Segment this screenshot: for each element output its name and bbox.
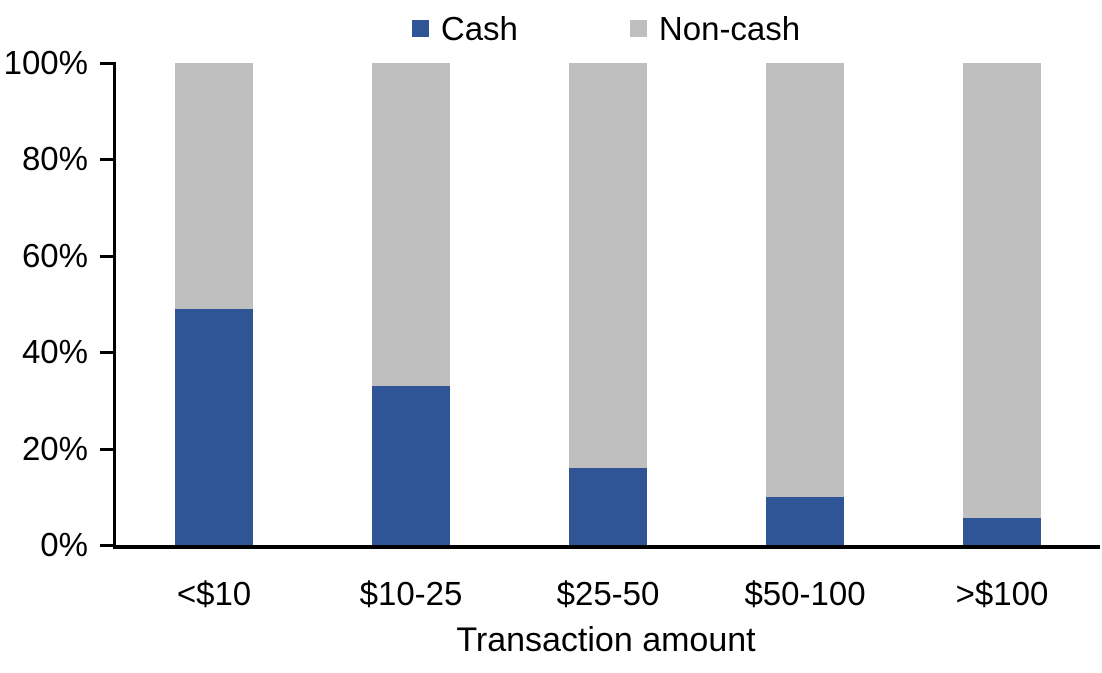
legend-label-non-cash: Non-cash: [658, 9, 801, 47]
y-tick-label: 100%: [3, 44, 88, 81]
y-tick-label: 0%: [40, 526, 88, 563]
legend-label-cash: Cash: [440, 9, 518, 47]
x-tick-label: $10-25: [359, 575, 463, 612]
y-tick-label: 40%: [21, 333, 88, 370]
legend-swatch-non-cash-icon: [629, 19, 647, 37]
bar-segment-cash: [175, 309, 253, 545]
x-axis-title: Transaction amount: [456, 621, 756, 659]
y-tick-label: 60%: [21, 237, 88, 274]
y-tick-label: 20%: [21, 430, 88, 467]
legend-item-non-cash: Non-cash: [629, 9, 801, 47]
bar-segment-cash: [963, 518, 1041, 545]
y-tick-mark: [100, 351, 113, 354]
y-tick-mark: [100, 448, 113, 451]
x-tick-label: <$10: [176, 575, 252, 612]
chart-legend: Cash Non-cash: [113, 7, 1099, 49]
y-tick-label: 80%: [21, 140, 88, 177]
bar-10: [175, 63, 253, 545]
y-tick-mark: [100, 544, 113, 547]
bar-segment-non-cash: [569, 63, 647, 468]
x-tick-label: $50-100: [744, 575, 866, 612]
x-tick-label: $25-50: [556, 575, 660, 612]
bar-segment-cash: [766, 497, 844, 545]
legend-item-cash: Cash: [411, 9, 518, 47]
bar-segment-non-cash: [372, 63, 450, 386]
bar-segment-non-cash: [175, 63, 253, 309]
x-tick-label: >$100: [955, 575, 1049, 612]
bar-segment-cash: [372, 386, 450, 545]
x-axis-line: [113, 545, 1100, 549]
y-tick-mark: [100, 255, 113, 258]
bar-segment-non-cash: [963, 63, 1041, 518]
bar-10-25: [372, 63, 450, 545]
bar-segment-cash: [569, 468, 647, 545]
legend-swatch-cash-icon: [411, 19, 429, 37]
y-axis-line: [113, 62, 116, 549]
bar-segment-non-cash: [766, 63, 844, 497]
bar-100: [963, 63, 1041, 545]
y-tick-mark: [100, 62, 113, 65]
y-tick-mark: [100, 158, 113, 161]
bar-50-100: [766, 63, 844, 545]
bar-25-50: [569, 63, 647, 545]
